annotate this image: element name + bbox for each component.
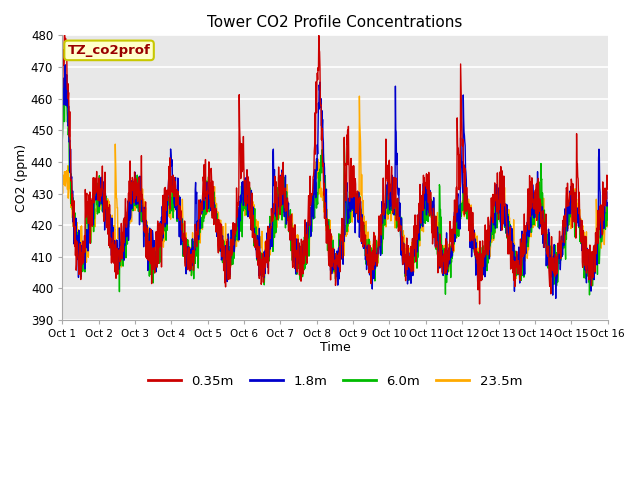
0.35m	[540, 212, 547, 218]
1.8m	[241, 192, 249, 197]
23.5m	[604, 213, 612, 219]
0.35m	[604, 183, 612, 189]
23.5m	[420, 207, 428, 213]
1.8m	[61, 62, 69, 68]
Title: Tower CO2 Profile Concentrations: Tower CO2 Profile Concentrations	[207, 15, 463, 30]
23.5m	[492, 214, 499, 219]
6.0m	[58, 140, 66, 145]
23.5m	[589, 277, 596, 283]
6.0m	[492, 193, 499, 199]
23.5m	[540, 222, 547, 228]
6.0m	[540, 217, 547, 223]
Line: 0.35m: 0.35m	[62, 31, 608, 304]
0.35m	[180, 233, 188, 239]
Y-axis label: CO2 (ppm): CO2 (ppm)	[15, 144, 28, 212]
6.0m	[180, 243, 188, 249]
1.8m	[420, 192, 428, 197]
0.35m	[241, 199, 249, 204]
6.0m	[604, 217, 612, 223]
1.8m	[58, 120, 66, 125]
6.0m	[420, 220, 428, 226]
23.5m	[180, 221, 188, 227]
X-axis label: Time: Time	[319, 340, 350, 354]
Legend: 0.35m, 1.8m, 6.0m, 23.5m: 0.35m, 1.8m, 6.0m, 23.5m	[143, 370, 527, 393]
Line: 6.0m: 6.0m	[62, 86, 608, 295]
1.8m	[552, 296, 559, 301]
23.5m	[58, 177, 66, 182]
23.5m	[166, 207, 174, 213]
0.35m	[476, 301, 483, 307]
Line: 23.5m: 23.5m	[62, 96, 608, 280]
0.35m	[167, 183, 175, 189]
0.35m	[492, 193, 499, 199]
Line: 1.8m: 1.8m	[62, 65, 608, 299]
23.5m	[356, 93, 364, 99]
1.8m	[180, 240, 188, 246]
6.0m	[167, 182, 175, 188]
0.35m	[61, 28, 68, 34]
6.0m	[586, 292, 593, 298]
6.0m	[241, 195, 249, 201]
1.8m	[167, 146, 175, 152]
6.0m	[60, 83, 68, 89]
1.8m	[540, 217, 547, 223]
0.35m	[420, 191, 428, 196]
1.8m	[604, 200, 612, 205]
Text: TZ_co2prof: TZ_co2prof	[68, 44, 150, 57]
0.35m	[58, 85, 66, 91]
23.5m	[241, 195, 248, 201]
1.8m	[492, 215, 499, 220]
